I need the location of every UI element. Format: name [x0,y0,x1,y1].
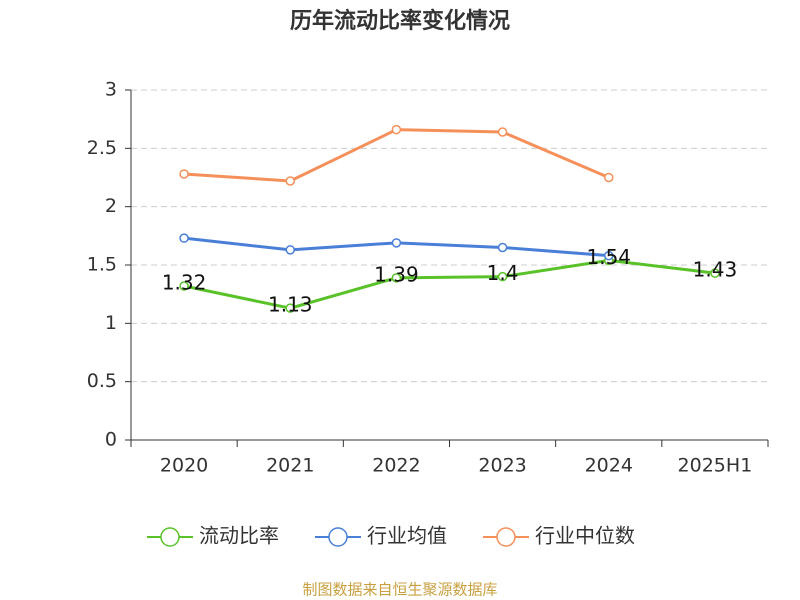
x-tick-label: 2021 [266,455,314,477]
point-marker [391,273,402,283]
point-marker [497,271,508,282]
legend-label: 行业中位数 [535,524,635,548]
point-marker [285,245,295,255]
legend-label: 流动比率 [199,524,279,548]
y-tick-label: 0 [105,429,117,451]
legend-marker [496,527,516,547]
point-marker [391,124,402,135]
data-label: 1.32 [162,271,207,295]
y-tick-label: 2 [105,195,117,217]
data-label: 1.13 [268,293,313,317]
point-marker [179,281,189,291]
point-marker [497,242,508,253]
point-marker [497,127,508,137]
data-label: 1.54 [586,245,631,269]
series-line [183,128,610,183]
y-tick-label: 1 [105,312,117,334]
y-tick-label: 3 [105,79,117,101]
y-tick-label: 0.5 [87,370,117,392]
x-tick-label: 2024 [585,455,633,477]
data-label: 1.4 [487,261,519,285]
chart-title: 历年流动比率变化情况 [290,8,510,34]
x-tick-label: 2025H1 [678,455,753,477]
data-label: 1.43 [693,258,738,282]
x-tick-label: 2023 [478,455,526,477]
point-marker [179,233,189,243]
point-marker [604,172,614,183]
legend-marker [160,527,180,547]
y-tick-label: 2.5 [87,137,117,159]
point-marker [604,250,614,261]
y-tick-label: 1.5 [87,254,117,276]
x-tick-label: 2020 [160,455,208,477]
x-tick-label: 2022 [372,455,420,477]
point-marker [391,238,402,248]
series-line [183,258,716,310]
point-marker [179,169,189,179]
source-note: 制图数据来自恒生聚源数据库 [302,581,497,599]
legend-marker [328,527,348,547]
data-label: 1.39 [374,262,419,286]
point-marker [710,268,720,278]
point-marker [285,176,295,186]
point-marker [285,303,295,313]
legend-label: 行业均值 [367,524,447,548]
